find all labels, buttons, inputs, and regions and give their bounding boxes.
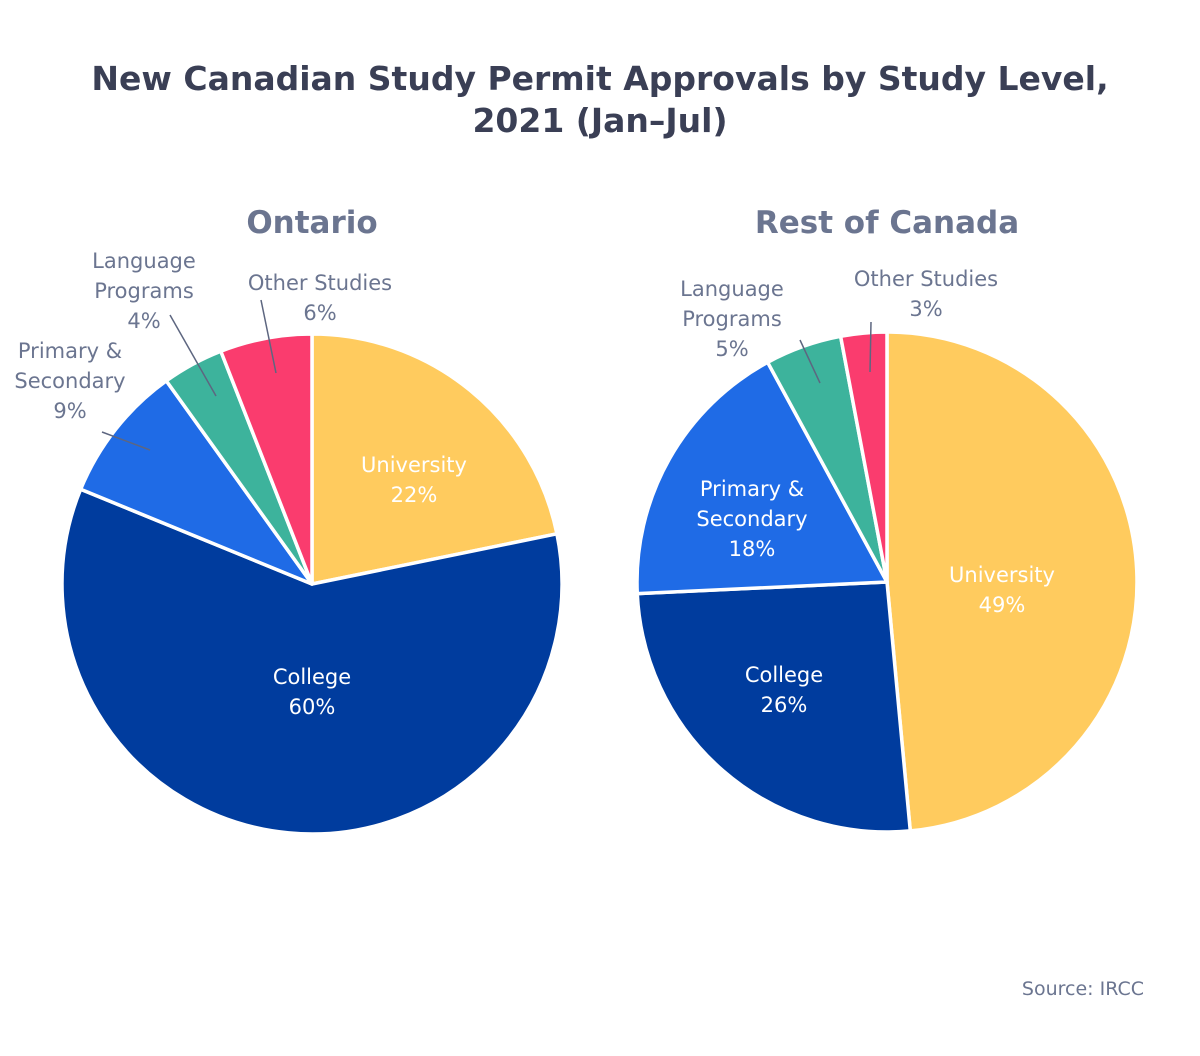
pie-ontario: Ontario University 22% College 60% Primary & S… (14, 205, 564, 836)
slice-university (310, 332, 559, 586)
data-label-primary-secondary: Primary & Secondary 18% (696, 477, 807, 561)
title-line-2: 2021 (Jan–Jul) (472, 101, 728, 140)
pie-title: Ontario (246, 205, 377, 241)
pie-rest-of-canada: Rest of Canada University 49% College 26% Pri… (635, 205, 1139, 834)
data-label-other-studies: Other Studies 6% (248, 271, 392, 325)
source-note: Source: IRCC (1021, 978, 1144, 1000)
leader-line-other-studies (260, 299, 277, 374)
data-label-language-programs: Language Programs 5% (680, 277, 784, 361)
slice-university (885, 330, 1139, 833)
data-label-other-studies: Other Studies 3% (854, 267, 998, 321)
chart-title: New Canadian Study Permit Approvals by S… (0, 58, 1200, 142)
data-label-university: University 49% (949, 563, 1055, 617)
slice-college (635, 580, 913, 834)
leader-line-language-programs (169, 314, 217, 397)
slice-college (60, 487, 564, 836)
leader-line-primary-secondary (101, 431, 151, 451)
leader-line-other-studies (869, 321, 872, 373)
pie-title: Rest of Canada (755, 205, 1019, 241)
data-label-university: University 22% (361, 453, 467, 507)
data-label-college: College 60% (273, 665, 351, 719)
slice-other-studies (219, 332, 314, 586)
data-label-college: College 26% (745, 663, 823, 717)
slice-primary-secondary (635, 360, 889, 596)
data-label-language-programs: Language Programs 4% (92, 249, 196, 333)
title-line-1: New Canadian Study Permit Approvals by S… (91, 59, 1109, 98)
slice-primary-secondary (78, 379, 314, 586)
leader-line-language-programs (799, 339, 821, 384)
data-label-primary-secondary: Primary & Secondary 9% (14, 339, 125, 423)
slice-other-studies (838, 330, 889, 584)
